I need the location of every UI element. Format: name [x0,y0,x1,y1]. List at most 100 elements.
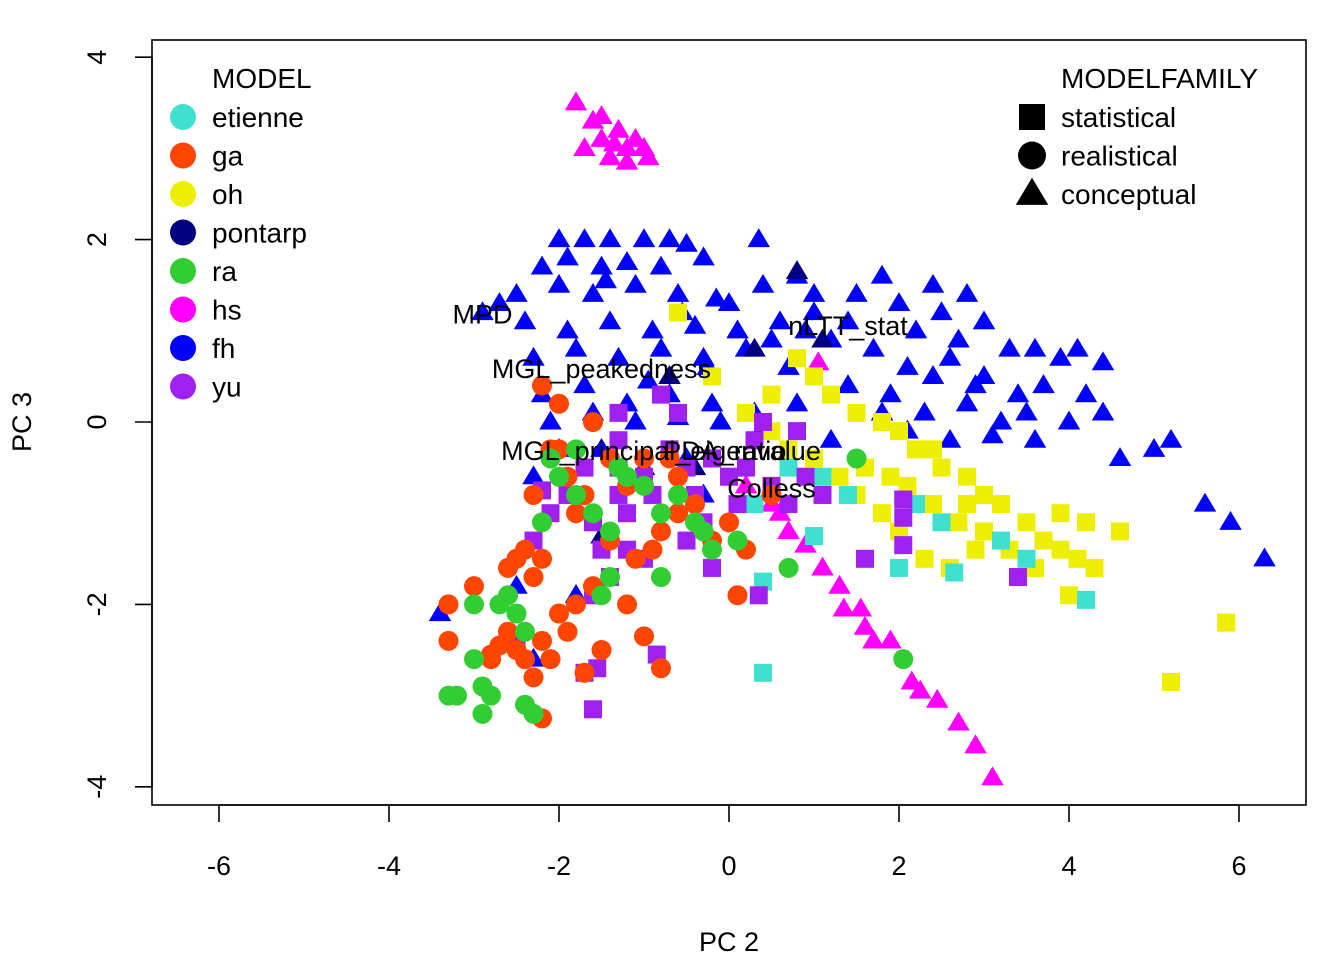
point-ga [642,539,663,560]
point-pontarp [743,337,766,357]
point-oh [898,476,917,495]
point-hs [849,597,872,617]
x-tick-label: 4 [1061,851,1076,881]
legend-swatch-ra [170,258,196,284]
point-hs [564,91,588,111]
x-tick-label: -2 [547,851,571,881]
point-fh [981,424,1004,444]
point-ga [625,548,646,569]
point-yu [703,449,721,468]
point-oh [1111,522,1129,541]
point-fh [896,355,919,375]
point-hs [607,118,630,138]
point-hs [981,766,1004,786]
point-ra [651,567,671,588]
point-yu [720,467,738,486]
legend-label-ga: ga [212,141,244,172]
point-ga [634,626,654,647]
point-fh [845,282,868,302]
point-fh [802,301,826,321]
point-oh [1051,504,1070,523]
point-ra [583,503,603,524]
point-fh [1006,383,1030,403]
point-pontarp [785,260,809,280]
point-yu [894,508,913,527]
legend-swatch-fh [170,335,196,361]
point-fh [1091,351,1115,371]
point-ga [685,494,705,515]
point-oh [958,495,976,514]
point-fh [692,246,715,266]
legend-swatch-etienne [170,104,196,130]
point-ra [778,557,799,578]
point-ra [702,539,722,560]
point-ga [523,484,544,505]
point-yu [669,403,687,422]
y-tick-label: 2 [82,232,112,247]
point-hs [615,150,639,170]
point-hs [832,597,855,617]
point-fh [709,410,732,430]
point-fh [887,292,911,311]
legend-label-oh: oh [212,179,243,210]
legend-family: MODELFAMILY statistical realistical concep… [1015,63,1258,210]
point-etienne [745,495,764,514]
point-fh [955,392,979,412]
point-fh [607,346,630,366]
point-fh [938,346,962,366]
point-fh [556,246,579,266]
point-fh [624,273,647,293]
point-hs [807,351,830,371]
point-ga [523,567,544,588]
point-ga [532,375,552,396]
point-fh [649,337,673,357]
point-yu [796,467,815,486]
point-ga [464,576,484,597]
point-ga [532,630,552,651]
point-ra [566,439,586,460]
point-fh [1057,410,1081,430]
point-fh [955,282,979,302]
point-oh [949,513,968,532]
point-etienne [932,513,951,532]
point-yu [788,422,806,441]
point-oh [1217,613,1236,632]
point-yu [1009,568,1027,587]
point-hs [598,146,622,166]
point-etienne [754,572,772,591]
point-yu [728,495,747,514]
point-yu [754,413,772,431]
point-oh [830,467,849,486]
legend-label-conceptual: conceptual [1061,179,1196,210]
annotation-label: nLTT_stat [788,311,908,341]
point-fh [1193,492,1217,512]
point-oh [847,403,866,422]
point-yu [745,431,764,450]
point-ga [438,594,459,615]
point-etienne [992,531,1010,550]
point-fh [1159,428,1183,448]
point-fh [564,337,588,357]
point-fh [1066,337,1089,357]
point-yu [894,536,913,555]
point-ga [634,448,654,469]
point-fh [547,228,571,248]
legend-label-pontarp: pontarp [212,218,307,249]
legend-shape-conceptual [1015,177,1049,205]
point-pontarp [811,328,834,348]
point-ga [540,649,561,670]
point-fh [505,282,528,302]
data-points [428,91,1276,786]
point-oh [669,303,687,322]
point-ga [498,557,518,578]
point-fh [1219,510,1242,530]
point-oh [737,403,755,422]
point-pontarp [658,365,681,384]
point-fh [700,392,724,412]
point-oh [958,467,976,486]
legend-swatch-oh [170,181,196,207]
point-hs [590,127,613,147]
point-yu [584,700,602,719]
point-ra [651,503,671,524]
